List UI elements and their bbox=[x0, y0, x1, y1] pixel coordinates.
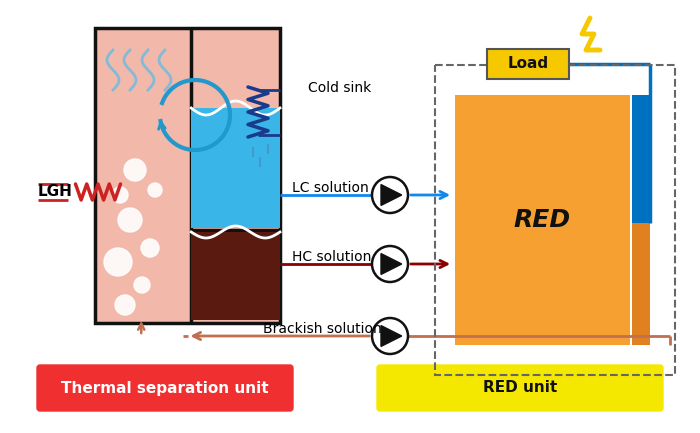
Circle shape bbox=[124, 159, 146, 181]
Text: Load: Load bbox=[508, 56, 549, 71]
Circle shape bbox=[372, 177, 408, 213]
Bar bbox=[632, 223, 650, 345]
Text: HC solution: HC solution bbox=[292, 250, 372, 264]
Bar bbox=[95, 28, 280, 323]
Text: LGH: LGH bbox=[38, 184, 73, 200]
Text: LC solution: LC solution bbox=[292, 181, 369, 195]
Circle shape bbox=[112, 187, 128, 203]
Text: RED unit: RED unit bbox=[483, 381, 557, 395]
FancyBboxPatch shape bbox=[37, 365, 293, 411]
Circle shape bbox=[148, 183, 162, 197]
Circle shape bbox=[134, 277, 150, 293]
Bar bbox=[191, 108, 280, 228]
Polygon shape bbox=[381, 326, 402, 346]
Circle shape bbox=[372, 246, 408, 282]
Bar bbox=[435, 65, 675, 375]
Text: RED: RED bbox=[513, 208, 570, 232]
Polygon shape bbox=[381, 184, 402, 205]
FancyBboxPatch shape bbox=[377, 365, 663, 411]
Circle shape bbox=[104, 248, 132, 276]
Bar bbox=[632, 95, 650, 223]
Text: Brackish solution: Brackish solution bbox=[263, 322, 382, 336]
Text: Thermal separation unit: Thermal separation unit bbox=[61, 381, 269, 395]
Text: Cold sink: Cold sink bbox=[308, 81, 371, 95]
Bar bbox=[191, 232, 280, 320]
Circle shape bbox=[372, 318, 408, 354]
FancyBboxPatch shape bbox=[487, 49, 569, 79]
Circle shape bbox=[115, 295, 135, 315]
Bar bbox=[455, 95, 630, 345]
Polygon shape bbox=[381, 254, 402, 275]
Circle shape bbox=[118, 208, 142, 232]
Circle shape bbox=[141, 239, 159, 257]
